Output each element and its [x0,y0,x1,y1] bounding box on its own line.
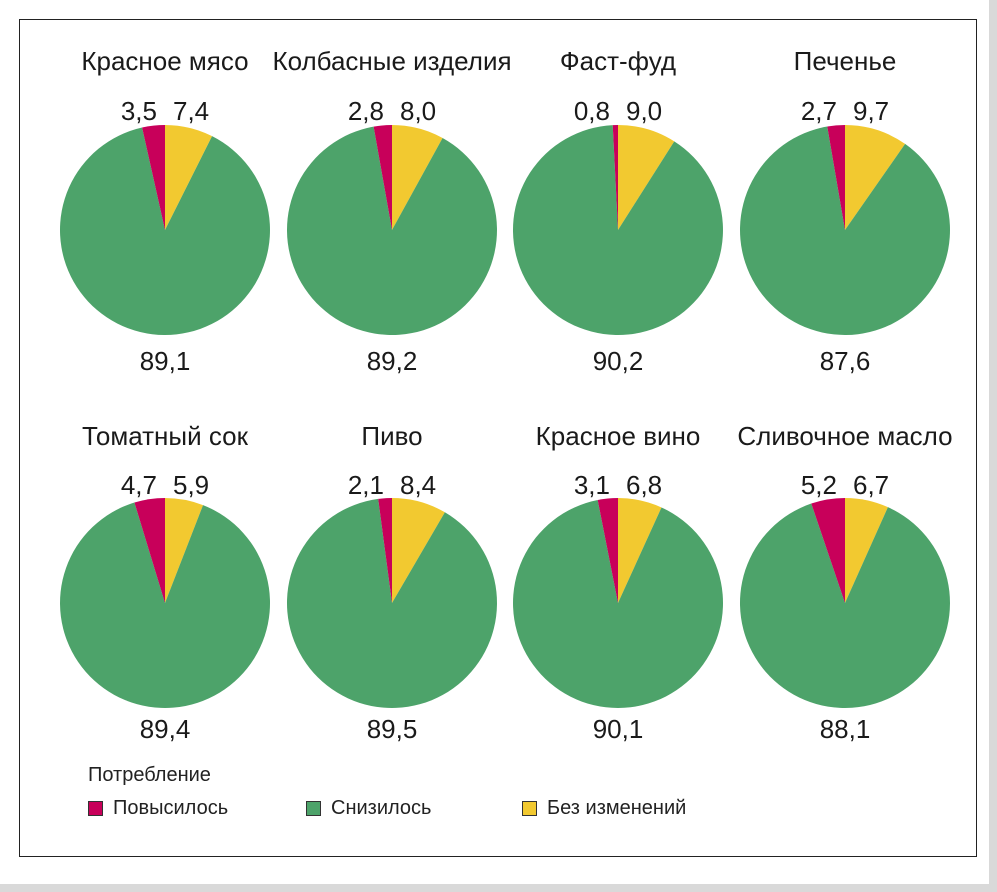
pie-5-slice-up [134,498,165,603]
legend-label-up: Повысилось [113,797,229,819]
pie-4-label-down: 87,6 [820,346,871,376]
pie-2-label-up: 2,8 [348,96,384,126]
pie-2-label-down: 89,2 [367,346,418,376]
pie-8-label-same: 6,7 [853,470,889,500]
pie-6-slice-up [378,498,392,603]
pie-6-title: Пиво [361,421,422,451]
pie-4-label-up: 2,7 [801,96,837,126]
legend-swatch-same [522,801,537,816]
pie-2-slice-same [392,125,443,230]
pie-8-slice-down [739,503,950,708]
pie-5-slice-down [60,502,271,709]
pie-7-title: Красное вино [536,421,701,451]
pie-8-slice-up [811,498,845,603]
legend-item-same: Без изменений [522,797,686,820]
pie-6-label-up: 2,1 [348,470,384,500]
pie-1-title: Красное мясо [81,46,248,76]
pie-4-slice-down [740,126,951,336]
edge-shadow-bottom [0,884,997,892]
pie-7-label-up: 3,1 [574,470,610,500]
pie-8-slice-same [845,498,888,603]
pie-6-label-down: 89,5 [367,714,418,744]
chart-frame [19,19,977,857]
pie-8-title: Сливочное масло [737,421,952,451]
pie-5-label-up: 4,7 [121,470,157,500]
pie-7-label-down: 90,1 [593,714,644,744]
pie-8-label-up: 5,2 [801,470,837,500]
pie-4-label-same: 9,7 [853,96,889,126]
pie-1-label-up: 3,5 [121,96,157,126]
pie-6-slice-down [286,498,497,708]
pie-3-label-up: 0,8 [574,96,610,126]
pie-1-slice-down [59,127,270,336]
pie-1-slice-same [165,125,213,230]
pie-6-slice-same [392,498,445,603]
pie-3-label-same: 9,0 [626,96,662,126]
pie-2-title: Колбасные изделия [272,46,511,76]
legend-swatch-up [88,801,103,816]
pie-2-label-same: 8,0 [400,96,436,126]
pie-3-slice-down [512,125,723,335]
pie-4-slice-up [827,125,845,230]
legend-item-up: Повысилось [88,797,228,820]
pie-5-label-down: 89,4 [140,714,191,744]
legend-swatch-down [306,801,321,816]
legend-title: Потребление [88,764,211,786]
legend-item-down: Снизилось [306,797,431,820]
pie-3-label-down: 90,2 [593,346,644,376]
pie-2-slice-up [373,125,392,230]
pie-1-label-same: 7,4 [173,96,209,126]
pie-7-slice-up [597,498,618,603]
pie-7-label-same: 6,8 [626,470,662,500]
pie-5-label-same: 5,9 [173,470,209,500]
pie-2-slice-down [286,126,497,336]
pie-4-title: Печенье [794,46,897,76]
pie-4-slice-same [845,125,906,230]
edge-shadow-right [989,0,997,892]
pie-5-slice-same [165,498,204,603]
pie-5-title: Томатный сок [82,421,249,451]
pie-3-slice-same [618,125,675,230]
pie-1-slice-up [142,125,165,230]
legend-label-same: Без изменений [547,797,687,819]
pie-3-title: Фаст-фуд [560,46,676,76]
legend-label-down: Снизилось [331,797,432,819]
pie-6-label-same: 8,4 [400,470,436,500]
pie-7-slice-same [618,498,662,603]
pie-8-label-down: 88,1 [820,714,871,744]
pie-3-slice-up [612,124,618,230]
pie-1-label-down: 89,1 [140,346,191,376]
pie-7-slice-down [513,499,724,709]
